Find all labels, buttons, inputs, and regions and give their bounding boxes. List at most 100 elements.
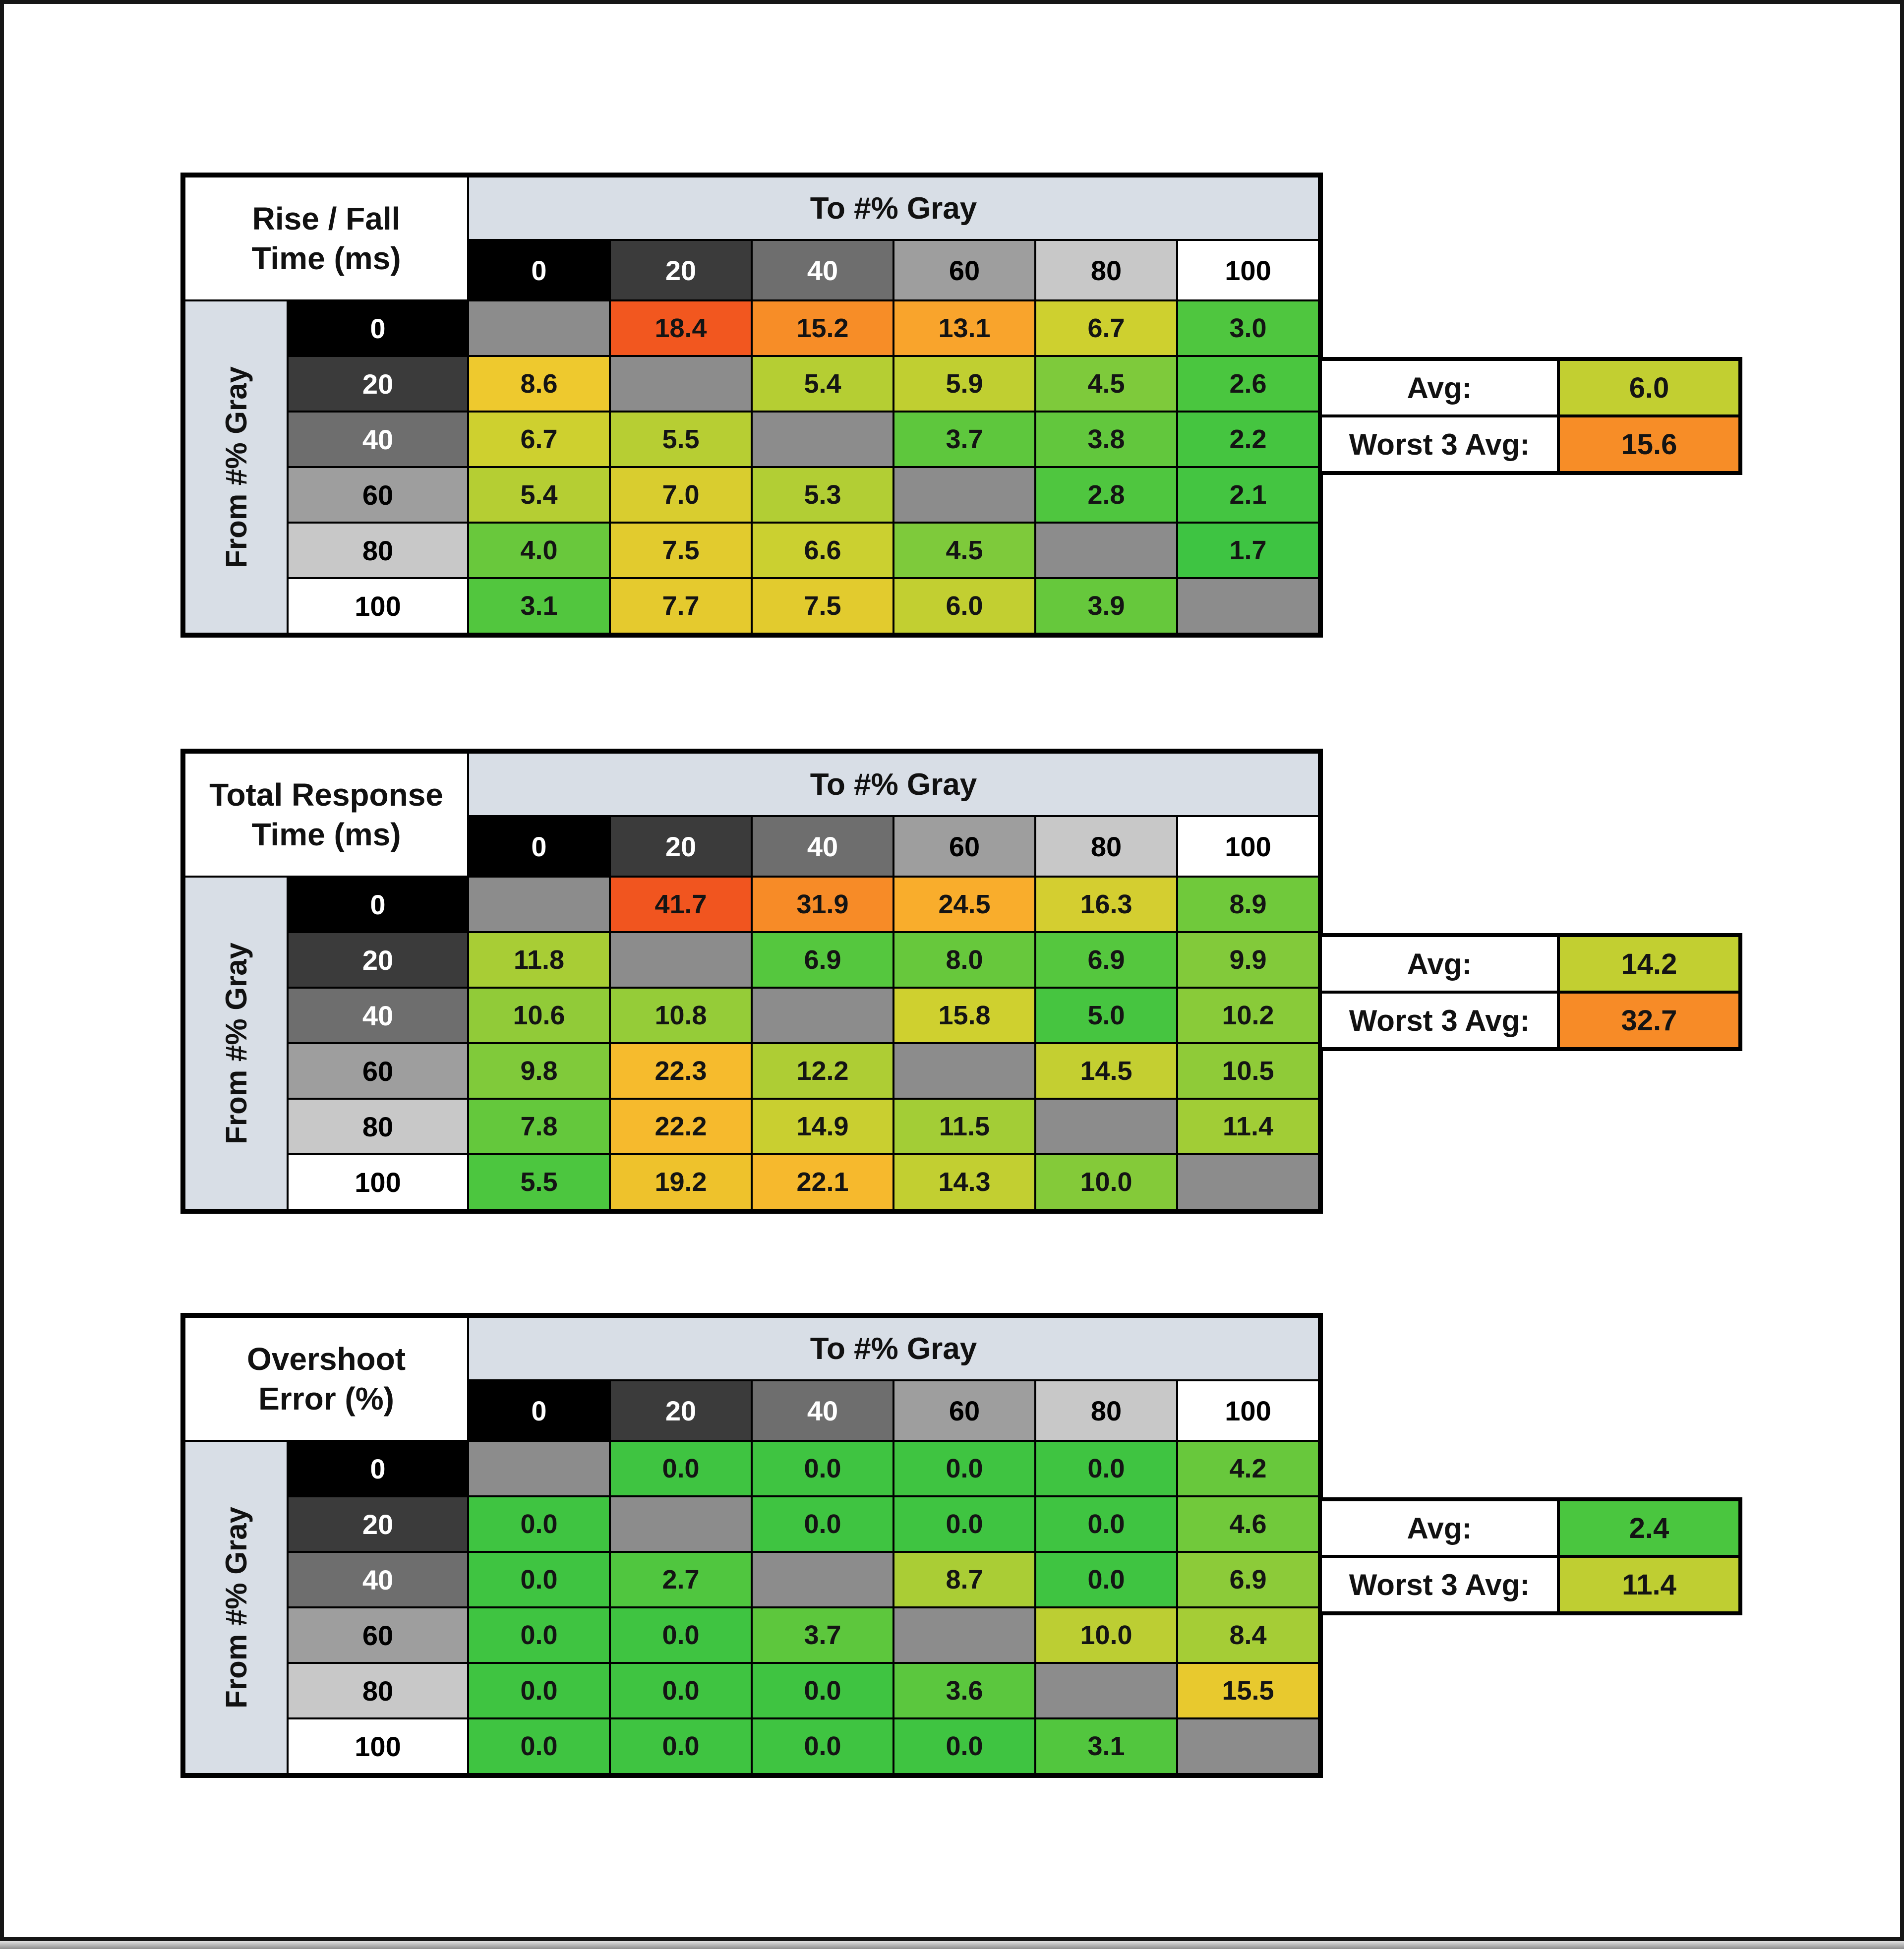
diagonal-cell <box>469 1442 609 1495</box>
row-axis-band: From #% Gray <box>185 878 287 1209</box>
col-axis-band: To #% Gray <box>469 754 1318 815</box>
table-title: Rise / Fall Time (ms) <box>185 177 467 299</box>
heatmap-cell: 2.7 <box>611 1553 751 1606</box>
heatmap-cell: 24.5 <box>894 878 1034 931</box>
col-axis-band: To #% Gray <box>469 1318 1318 1379</box>
diagonal-cell <box>469 878 609 931</box>
col-header-cell: 60 <box>894 817 1034 876</box>
row-header-cell: 100 <box>289 579 467 633</box>
heatmap-cell: 6.6 <box>753 524 892 577</box>
diagonal-cell <box>611 357 751 411</box>
table-title: Overshoot Error (%) <box>185 1318 467 1440</box>
heatmap-cell: 31.9 <box>753 878 892 931</box>
diagonal-cell <box>894 468 1034 522</box>
heatmap-cell: 12.2 <box>753 1044 892 1098</box>
heatmap-cell: 0.0 <box>611 1664 751 1717</box>
heatmap-cell: 5.9 <box>894 357 1034 411</box>
diagonal-cell <box>1178 1719 1318 1773</box>
heatmap-grid: Rise / Fall Time (ms) To #% Gray From #%… <box>180 173 1323 638</box>
table-title-line1: Overshoot <box>246 1341 406 1377</box>
heatmap-cell: 3.8 <box>1036 413 1176 466</box>
heatmap-cell: 0.0 <box>611 1608 751 1662</box>
heatmap-cell: 7.0 <box>611 468 751 522</box>
heatmap-cell: 0.0 <box>753 1719 892 1773</box>
diagonal-cell <box>611 933 751 987</box>
heatmap-cell: 6.0 <box>894 579 1034 633</box>
row-axis-band: From #% Gray <box>185 1442 287 1773</box>
col-header-cell: 20 <box>611 241 751 299</box>
heatmap-cell: 8.4 <box>1178 1608 1318 1662</box>
diagonal-cell <box>753 413 892 466</box>
heatmap-cell: 5.3 <box>753 468 892 522</box>
diagonal-cell <box>1036 1664 1176 1717</box>
diagonal-cell <box>1036 1100 1176 1153</box>
diagonal-cell <box>1178 579 1318 633</box>
col-header-cell: 0 <box>469 1381 609 1440</box>
heatmap-cell: 0.0 <box>753 1664 892 1717</box>
heatmap-cell: 22.3 <box>611 1044 751 1098</box>
stats-avg-value: 14.2 <box>1560 937 1738 991</box>
stats-annex: Avg: 2.4 Worst 3 Avg: 11.4 <box>1318 1497 1742 1615</box>
diagonal-cell <box>1036 524 1176 577</box>
diagonal-cell <box>894 1044 1034 1098</box>
heatmap-grid: Overshoot Error (%) To #% Gray From #% G… <box>180 1313 1323 1778</box>
table-title-line1: Rise / Fall <box>252 201 401 236</box>
row-header-cell: 80 <box>289 524 467 577</box>
heatmap-cell: 11.8 <box>469 933 609 987</box>
heatmap-cell: 4.0 <box>469 524 609 577</box>
heatmap-cell: 0.0 <box>469 1719 609 1773</box>
row-header-cell: 20 <box>289 357 467 411</box>
row-header-cell: 40 <box>289 989 467 1042</box>
heatmap-cell: 11.4 <box>1178 1100 1318 1153</box>
heatmap-cell: 2.6 <box>1178 357 1318 411</box>
heatmap-cell: 15.2 <box>753 301 892 355</box>
heatmap-cell: 0.0 <box>1036 1442 1176 1495</box>
row-header-cell: 40 <box>289 413 467 466</box>
col-header-cell: 80 <box>1036 817 1176 876</box>
row-header-cell: 60 <box>289 468 467 522</box>
col-header-cell: 40 <box>753 1381 892 1440</box>
diagonal-cell <box>753 1553 892 1606</box>
heatmap-cell: 6.9 <box>1036 933 1176 987</box>
table-title-line1: Total Response <box>209 777 443 813</box>
row-axis-label: From #% Gray <box>219 942 253 1144</box>
heatmap-cell: 15.8 <box>894 989 1034 1042</box>
heatmap-cell: 0.0 <box>469 1553 609 1606</box>
heatmap-cell: 8.7 <box>894 1553 1034 1606</box>
heatmap-cell: 0.0 <box>753 1497 892 1551</box>
heatmap-cell: 1.7 <box>1178 524 1318 577</box>
heatmap-cell: 6.7 <box>469 413 609 466</box>
heatmap-cell: 0.0 <box>611 1719 751 1773</box>
heatmap-cell: 0.0 <box>469 1608 609 1662</box>
col-header-cell: 100 <box>1178 817 1318 876</box>
heatmap-cell: 4.5 <box>1036 357 1176 411</box>
heatmap-cell: 0.0 <box>894 1442 1034 1495</box>
heatmap-cell: 18.4 <box>611 301 751 355</box>
row-axis-label: From #% Gray <box>219 1506 253 1709</box>
heatmap-cell: 10.5 <box>1178 1044 1318 1098</box>
row-header-cell: 40 <box>289 1553 467 1606</box>
heatmap-cell: 10.0 <box>1036 1155 1176 1209</box>
stats-worst-label: Worst 3 Avg: <box>1322 1558 1557 1611</box>
row-header-cell: 0 <box>289 301 467 355</box>
heatmap-cell: 5.4 <box>753 357 892 411</box>
heatmap-cell: 14.3 <box>894 1155 1034 1209</box>
heatmap-cell: 16.3 <box>1036 878 1176 931</box>
col-header-cell: 80 <box>1036 241 1176 299</box>
col-header-cell: 20 <box>611 1381 751 1440</box>
row-header-cell: 100 <box>289 1719 467 1773</box>
row-header-cell: 80 <box>289 1100 467 1153</box>
stats-avg-label: Avg: <box>1322 1501 1557 1555</box>
col-header-cell: 80 <box>1036 1381 1176 1440</box>
heatmap-cell: 0.0 <box>894 1497 1034 1551</box>
heatmap-cell: 3.6 <box>894 1664 1034 1717</box>
table-title: Total Response Time (ms) <box>185 754 467 876</box>
stats-worst-label: Worst 3 Avg: <box>1322 994 1557 1047</box>
heatmap-cell: 14.9 <box>753 1100 892 1153</box>
row-header-cell: 80 <box>289 1664 467 1717</box>
heatmap-cell: 3.7 <box>894 413 1034 466</box>
heatmap-cell: 4.5 <box>894 524 1034 577</box>
diagonal-cell <box>469 301 609 355</box>
col-header-cell: 20 <box>611 817 751 876</box>
row-header-cell: 20 <box>289 933 467 987</box>
